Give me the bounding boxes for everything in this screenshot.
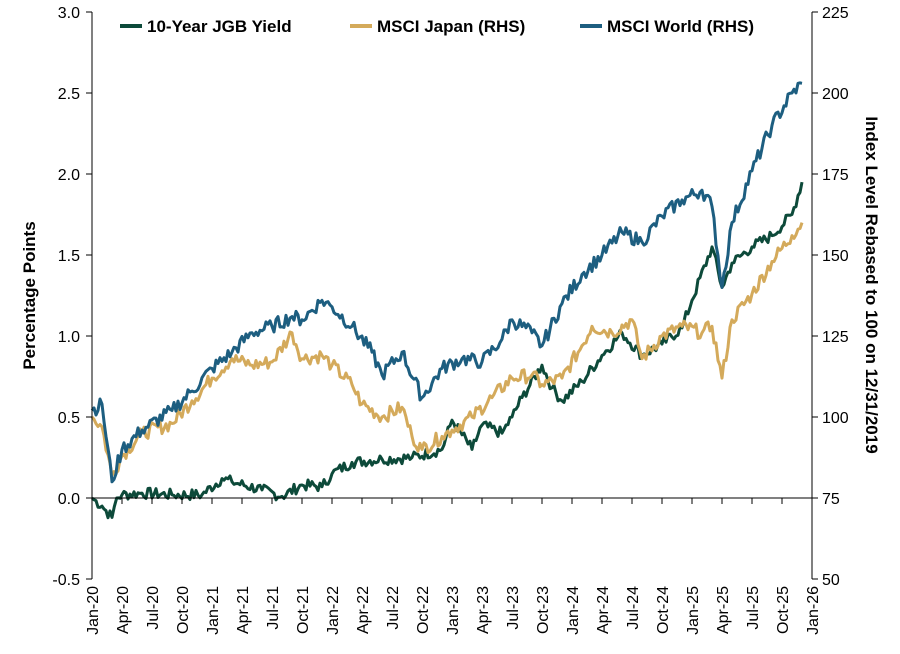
y-right-tick-label: 200: [822, 86, 849, 103]
x-tick-label: Apr-24: [595, 586, 612, 634]
x-tick-label: Apr-21: [235, 586, 252, 634]
y-left-tick-label: -0.5: [52, 572, 80, 589]
legend-label-2: MSCI World (RHS): [607, 17, 754, 36]
series-line-2: [90, 81, 803, 484]
x-tick-label: Jul-22: [385, 586, 402, 630]
x-tick-label: Jan-24: [565, 586, 582, 635]
x-tick-label: Jan-26: [805, 586, 822, 635]
x-tick-label: Jan-21: [205, 586, 222, 635]
y-left-tick-label: 0.5: [58, 410, 80, 427]
y-left-tick-label: 3.0: [58, 5, 80, 22]
x-tick-label: Apr-20: [115, 586, 132, 634]
y-left-tick-label: 2.0: [58, 167, 80, 184]
x-tick-label: Jan-20: [85, 586, 102, 635]
x-tick-label: Jan-22: [325, 586, 342, 635]
x-tick-label: Jan-23: [445, 586, 462, 635]
x-tick-label: Oct-23: [535, 586, 552, 634]
y-left-tick-label: 1.0: [58, 329, 80, 346]
x-tick-label: Jul-20: [145, 586, 162, 630]
series-line-0: [91, 181, 804, 520]
y-right-tick-label: 175: [822, 167, 849, 184]
x-tick-label: Apr-22: [355, 586, 372, 634]
x-tick-label: Oct-24: [655, 586, 672, 634]
x-tick-label: Oct-25: [775, 586, 792, 634]
x-tick-label: Apr-25: [715, 586, 732, 634]
axes: -0.5 0.0 0.5 1.0 1.5 2.0 2.5 3.0 50 75 100 125 150 17…: [20, 5, 881, 635]
x-tick-label: Jul-21: [265, 586, 282, 630]
legend: 10-Year JGB Yield MSCI Japan (RHS) MSCI Wo…: [120, 17, 754, 36]
y-left-tick-label: 0.0: [58, 491, 80, 508]
plot-area: [90, 81, 804, 520]
y-left-tick-label: 2.5: [58, 86, 80, 103]
x-tick-label: Jul-23: [505, 586, 522, 630]
y-right-tick-label: 125: [822, 329, 849, 346]
x-tick-label: Jan-25: [685, 586, 702, 635]
x-tick-label: Jul-24: [625, 586, 642, 630]
y-right-tick-label: 50: [822, 572, 840, 589]
x-tick-label: Oct-20: [175, 586, 192, 634]
x-tick-label: Apr-23: [475, 586, 492, 634]
y-left-tick-label: 1.5: [58, 248, 80, 265]
y-right-tick-label: 225: [822, 5, 849, 22]
legend-label-0: 10-Year JGB Yield: [147, 17, 292, 36]
x-tick-label: Oct-21: [295, 586, 312, 634]
x-tick-label: Oct-22: [415, 586, 432, 634]
y-right-tick-label: 100: [822, 410, 849, 427]
series-line-1: [90, 222, 804, 477]
y-right-axis-title: Index Level Rebased to 100 on 12/31/2019: [862, 116, 881, 453]
x-tick-label: Jul-25: [745, 586, 762, 630]
y-left-axis-title: Percentage Points: [20, 221, 39, 369]
y-right-tick-label: 150: [822, 248, 849, 265]
legend-label-1: MSCI Japan (RHS): [377, 17, 525, 36]
y-right-tick-label: 75: [822, 491, 840, 508]
